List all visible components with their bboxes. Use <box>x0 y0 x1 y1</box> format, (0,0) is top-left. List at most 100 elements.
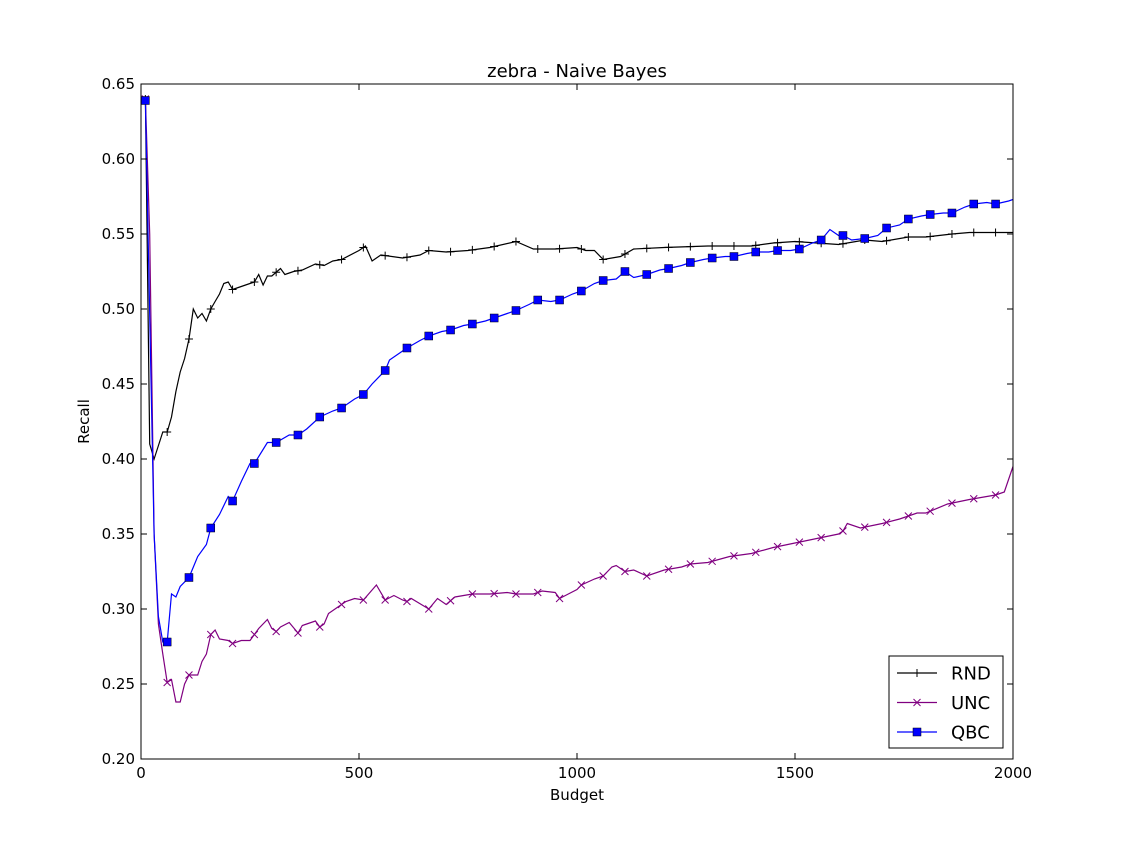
data-point-qbc <box>380 366 390 375</box>
data-point-unc <box>555 594 564 603</box>
data-point-qbc <box>773 246 782 255</box>
data-point-unc <box>577 581 586 589</box>
data-point-qbc <box>293 430 303 440</box>
data-point-qbc <box>620 267 630 276</box>
y-tick-label: 0.65 <box>102 75 135 93</box>
legend: RND UNC QBC <box>888 655 1004 749</box>
y-axis: 0.20 0.25 0.30 0.35 0.40 0.45 0.50 0.55 0.60 0.65 <box>102 75 1013 768</box>
legend-label-qbc: QBC <box>951 723 990 744</box>
x-tick-label: 1000 <box>558 764 596 782</box>
data-point-qbc <box>359 390 368 399</box>
data-point-unc <box>359 596 368 604</box>
data-point-unc <box>860 523 869 531</box>
data-point-unc <box>817 533 826 542</box>
data-point-rnd <box>708 242 717 250</box>
data-point-unc <box>228 639 237 648</box>
data-point-unc <box>272 627 281 636</box>
data-point-rnd <box>795 237 804 246</box>
y-tick-label: 0.40 <box>102 450 135 468</box>
data-point-unc <box>969 494 978 503</box>
series-layer <box>141 95 1013 703</box>
y-tick-label: 0.55 <box>102 225 135 243</box>
data-point-unc <box>882 518 891 527</box>
data-point-rnd <box>533 245 542 253</box>
data-point-rnd <box>904 233 913 241</box>
data-point-rnd <box>686 242 695 251</box>
data-point-unc <box>664 565 673 574</box>
data-point-qbc <box>816 235 826 245</box>
data-point-rnd <box>620 250 629 258</box>
data-point-unc <box>337 600 346 609</box>
legend-label-rnd: RND <box>951 664 991 685</box>
data-point-rnd <box>293 266 302 275</box>
x-tick-label: 2000 <box>994 764 1032 782</box>
legend-marker-qbc <box>912 727 922 737</box>
data-point-qbc <box>904 214 913 224</box>
data-point-qbc <box>729 252 739 261</box>
data-point-unc <box>730 552 738 560</box>
x-axis: 0 500 1000 1500 2000 <box>136 84 1032 782</box>
data-point-qbc <box>184 573 194 582</box>
data-point-unc <box>250 630 259 639</box>
x-axis-label: Budget <box>550 786 604 804</box>
y-tick-label: 0.60 <box>102 150 135 168</box>
x-tick-label: 0 <box>136 764 146 782</box>
data-point-qbc <box>533 295 543 305</box>
series-qbc <box>141 96 1013 647</box>
data-point-rnd <box>642 244 651 253</box>
data-point-unc <box>533 588 542 597</box>
x-tick-label: 500 <box>345 764 374 782</box>
data-point-qbc <box>402 343 412 353</box>
data-point-rnd <box>206 305 215 313</box>
data-point-rnd <box>773 238 782 247</box>
data-point-qbc <box>468 319 477 329</box>
data-point-rnd <box>729 242 738 250</box>
data-point-qbc <box>925 210 935 219</box>
data-point-rnd <box>468 245 477 254</box>
data-point-rnd <box>511 237 520 246</box>
data-point-rnd <box>424 246 433 255</box>
data-point-unc <box>926 507 935 516</box>
y-tick-label: 0.20 <box>102 750 135 768</box>
series-line-qbc <box>144 100 1013 643</box>
data-point-rnd <box>402 253 411 262</box>
legend-marker-rnd <box>913 669 921 677</box>
data-point-qbc <box>969 199 979 209</box>
data-point-qbc <box>337 403 346 413</box>
data-point-unc <box>163 678 172 687</box>
chart-title: zebra - Naive Bayes <box>487 61 667 82</box>
data-point-qbc <box>206 523 216 533</box>
data-point-unc <box>424 605 433 613</box>
data-point-qbc <box>446 325 455 335</box>
data-point-rnd <box>163 428 172 436</box>
data-point-unc <box>403 597 411 606</box>
data-point-unc <box>708 557 717 566</box>
data-point-qbc <box>271 438 281 447</box>
y-tick-label: 0.50 <box>102 300 135 318</box>
data-point-rnd <box>228 285 237 294</box>
data-point-qbc <box>751 247 761 257</box>
y-tick-label: 0.25 <box>102 675 135 693</box>
data-point-rnd <box>315 260 324 269</box>
data-point-unc <box>773 542 782 551</box>
data-point-rnd <box>490 242 499 251</box>
data-point-unc <box>642 572 651 580</box>
data-point-qbc <box>228 496 237 506</box>
data-point-unc <box>206 630 215 639</box>
data-point-qbc <box>511 306 521 315</box>
data-point-qbc <box>555 295 564 305</box>
data-point-qbc <box>991 199 1000 209</box>
data-point-rnd <box>664 243 673 252</box>
data-point-qbc <box>577 286 586 296</box>
data-point-unc <box>468 590 477 598</box>
data-point-unc <box>446 596 455 605</box>
data-point-qbc <box>947 208 957 218</box>
data-point-rnd <box>250 278 259 286</box>
data-point-unc <box>621 567 629 576</box>
data-point-qbc <box>686 258 695 267</box>
data-point-rnd <box>272 268 281 277</box>
data-point-qbc <box>250 459 259 468</box>
data-point-unc <box>315 623 324 631</box>
data-point-qbc <box>795 244 804 254</box>
